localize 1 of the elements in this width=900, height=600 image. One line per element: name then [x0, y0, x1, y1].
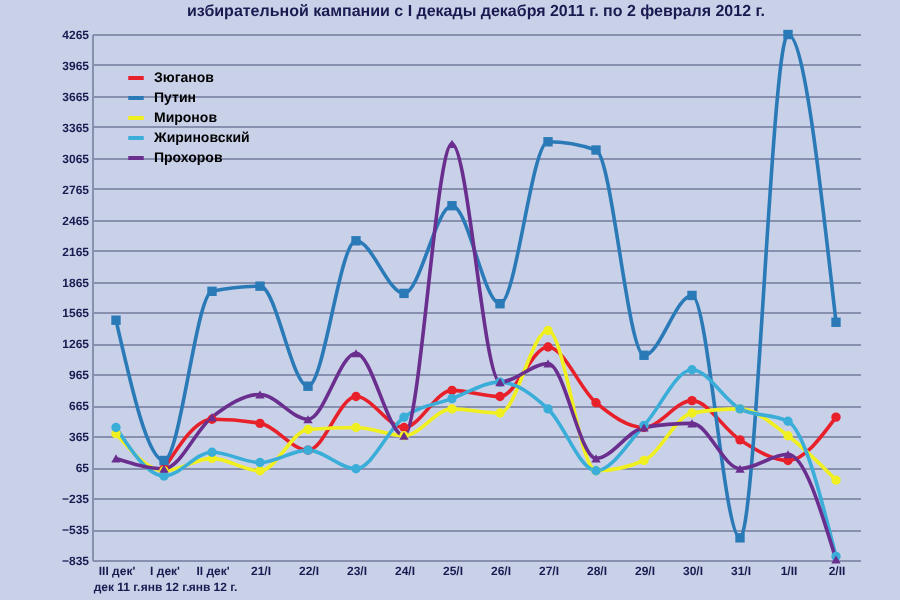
chart-title: избирательной кампании с I декады декабря 2011 г. по 2 февраля 2012 г.: [187, 2, 765, 20]
